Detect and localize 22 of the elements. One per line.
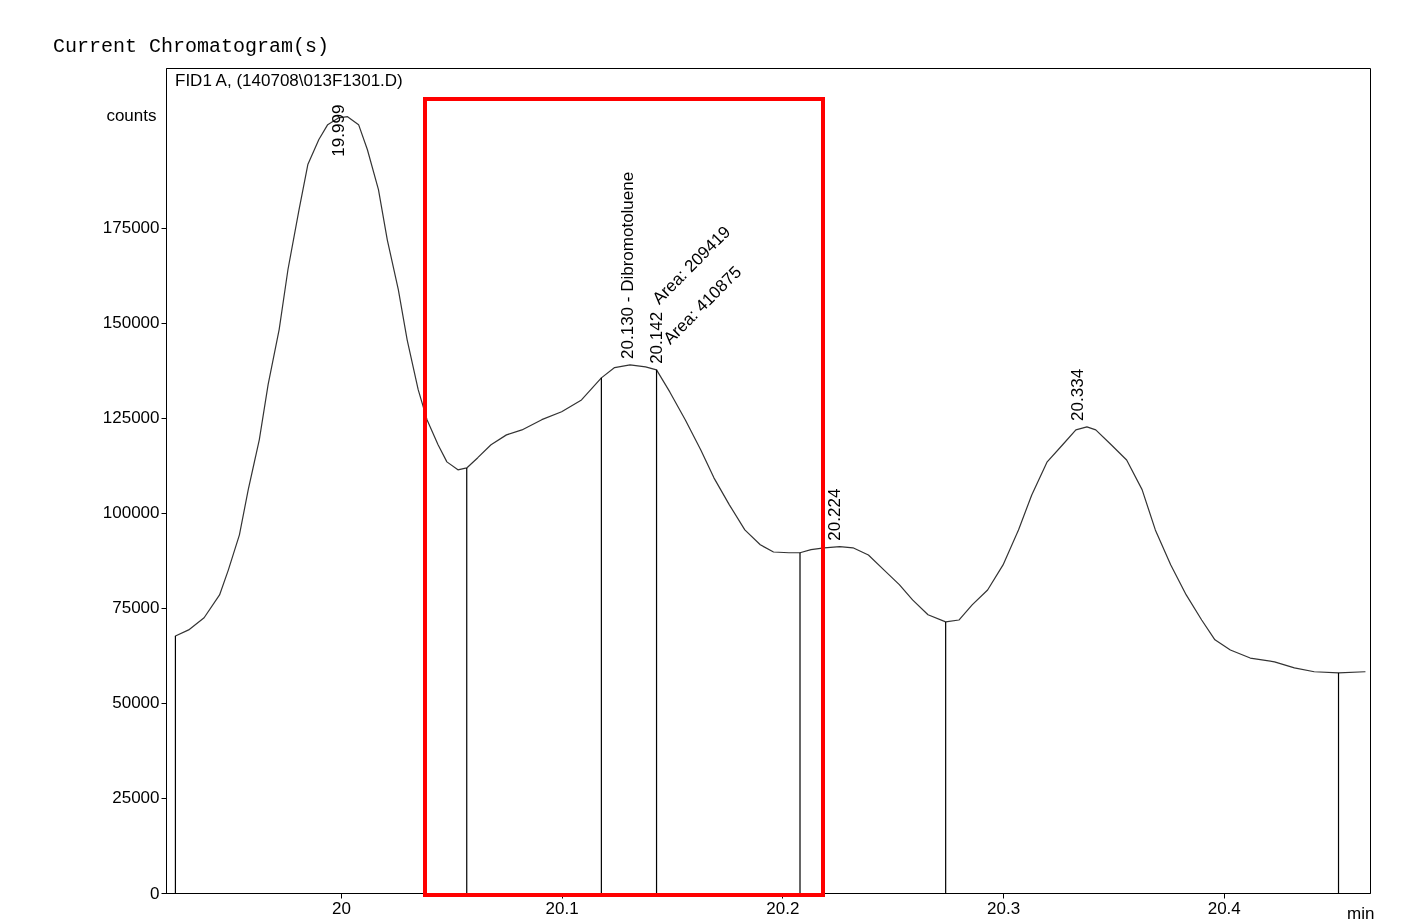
x-tick-label: 20.1 bbox=[545, 898, 579, 918]
annotation: 20.334 bbox=[1068, 368, 1088, 421]
annotation: 19.999 bbox=[328, 104, 348, 157]
x-tick-label: 20 bbox=[331, 898, 351, 918]
y-tick-label: 0 bbox=[150, 883, 160, 903]
annotation: 20.130 - Dibromotoluene bbox=[617, 171, 637, 359]
y-tick-label: 175000 bbox=[102, 218, 160, 238]
chart-subtitle: FID1 A, (140708\013F1301.D) bbox=[175, 71, 403, 90]
y-tick-label: 75000 bbox=[112, 598, 160, 618]
y-tick-label: 50000 bbox=[112, 693, 160, 713]
annotation: 20.224 bbox=[825, 488, 845, 541]
y-tick-label: 25000 bbox=[112, 788, 160, 808]
x-axis-title: min bbox=[1347, 903, 1375, 922]
x-tick-label: 20.3 bbox=[987, 898, 1021, 918]
x-tick-label: 20.4 bbox=[1207, 898, 1241, 918]
y-tick-label: 100000 bbox=[102, 503, 160, 523]
chart-title: Current Chromatogram(s) bbox=[53, 35, 330, 58]
y-tick-label: 125000 bbox=[102, 408, 160, 428]
y-tick-label: 150000 bbox=[102, 313, 160, 333]
annotation: 20.142 bbox=[646, 311, 666, 364]
x-tick-label: 20.2 bbox=[766, 898, 800, 918]
y-axis-title: counts bbox=[106, 105, 157, 125]
